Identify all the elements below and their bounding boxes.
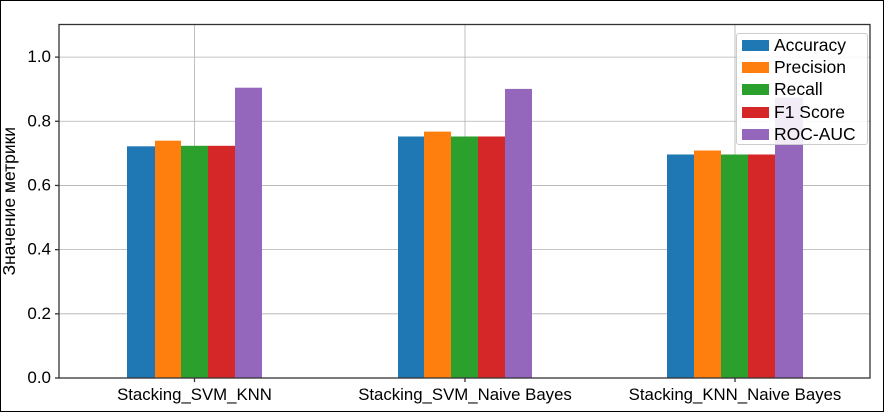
svg-text:Значение метрики: Значение метрики: [1, 127, 19, 276]
svg-text:0.6: 0.6: [27, 175, 51, 194]
svg-text:Stacking_SVM_KNN: Stacking_SVM_KNN: [117, 385, 272, 404]
svg-text:0.2: 0.2: [27, 304, 51, 323]
svg-text:Stacking_SVM_Naive Bayes: Stacking_SVM_Naive Bayes: [358, 385, 572, 404]
svg-text:0.4: 0.4: [27, 240, 51, 259]
svg-text:1.0: 1.0: [27, 47, 51, 66]
svg-text:0.0: 0.0: [27, 368, 51, 387]
svg-text:Stacking_KNN_Naive Bayes: Stacking_KNN_Naive Bayes: [629, 385, 842, 404]
svg-text:0.8: 0.8: [27, 111, 51, 130]
